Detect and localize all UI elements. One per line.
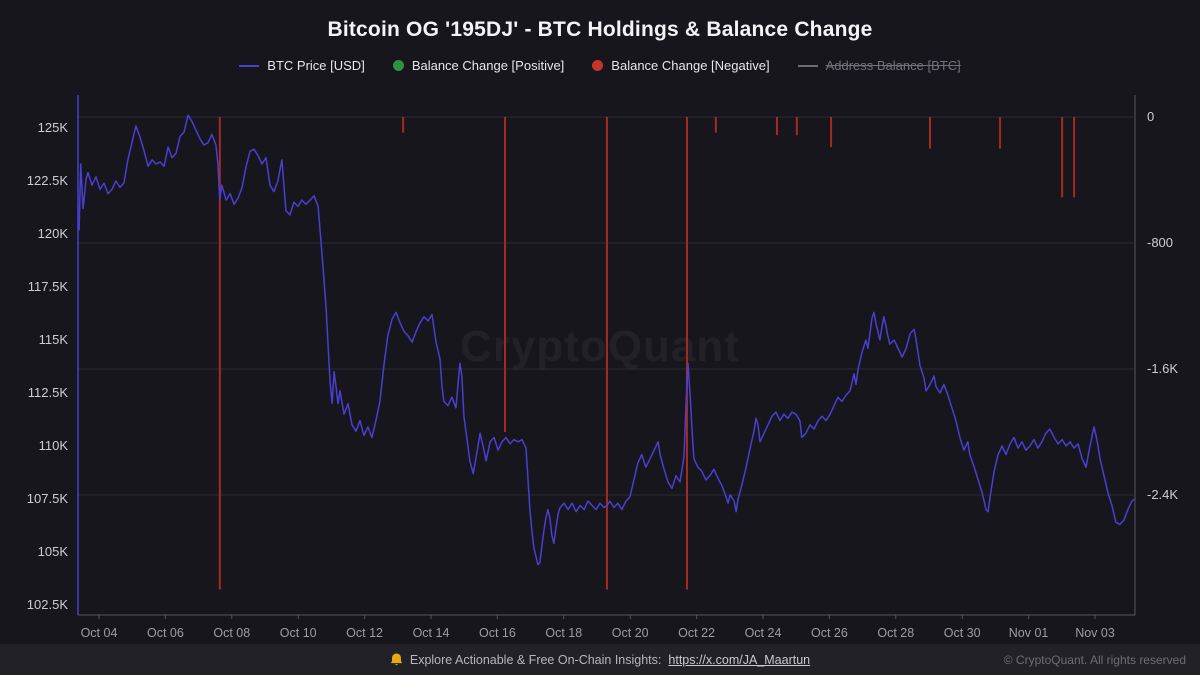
legend-label: Balance Change [Positive]	[411, 58, 565, 73]
right-axis-labels: 0 -800 -1.6K -2.4K	[1147, 109, 1178, 502]
legend: BTC Price [USD] Balance Change [Positive…	[0, 58, 1200, 73]
svg-text:112.5K: 112.5K	[28, 385, 69, 400]
svg-text:Nov 01: Nov 01	[1009, 626, 1049, 640]
left-axis-labels: 125K 122.5K 120K 117.5K 115K 112.5K 110K 107.5K…	[27, 120, 69, 612]
svg-text:Oct 18: Oct 18	[545, 626, 582, 640]
svg-text:-800: -800	[1147, 235, 1173, 250]
chart-title: Bitcoin OG '195DJ' - BTC Holdings & Bala…	[327, 18, 873, 41]
legend-item-address-balance[interactable]: Address Balance [BTC]	[797, 58, 961, 73]
svg-text:117.5K: 117.5K	[28, 279, 69, 294]
svg-text:107.5K: 107.5K	[27, 491, 69, 506]
svg-text:Oct 26: Oct 26	[811, 626, 848, 640]
svg-text:-1.6K: -1.6K	[1147, 361, 1178, 376]
copyright-text: © CryptoQuant. All rights reserved	[1003, 652, 1186, 667]
svg-text:Oct 10: Oct 10	[280, 626, 317, 640]
svg-text:Oct 04: Oct 04	[81, 626, 118, 640]
footer-text: Explore Actionable & Free On-Chain Insig…	[409, 652, 662, 667]
svg-text:Oct 16: Oct 16	[479, 626, 516, 640]
svg-text:Oct 06: Oct 06	[147, 626, 184, 640]
line-marker-icon	[797, 64, 818, 67]
svg-text:Oct 08: Oct 08	[213, 626, 250, 640]
legend-item-balance-change-positive[interactable]: Balance Change [Positive]	[392, 58, 565, 73]
axes	[77, 95, 1136, 616]
svg-text:Oct 28: Oct 28	[877, 626, 914, 640]
footer-bar: Explore Actionable & Free On-Chain Insig…	[0, 644, 1200, 675]
green-dot-icon	[392, 60, 404, 71]
legend-label: Address Balance [BTC]	[825, 58, 961, 73]
svg-text:Oct 20: Oct 20	[612, 626, 649, 640]
svg-text:110K: 110K	[39, 438, 69, 453]
svg-text:105K: 105K	[38, 544, 69, 559]
svg-text:Oct 24: Oct 24	[745, 626, 782, 640]
bell-icon	[390, 653, 403, 665]
legend-item-balance-change-negative[interactable]: Balance Change [Negative]	[592, 58, 770, 73]
svg-text:Oct 22: Oct 22	[678, 626, 715, 640]
svg-text:Oct 30: Oct 30	[944, 626, 981, 640]
svg-text:115K: 115K	[39, 332, 69, 347]
legend-item-btc-price[interactable]: BTC Price [USD]	[239, 58, 365, 73]
legend-label: BTC Price [USD]	[267, 58, 365, 73]
svg-text:Nov 03: Nov 03	[1075, 626, 1115, 640]
watermark: CryptoQuant	[460, 322, 740, 371]
red-dot-icon	[592, 60, 604, 71]
svg-text:125K: 125K	[38, 120, 69, 135]
btc-price-line	[78, 114, 1136, 566]
x-axis-labels: Oct 04 Oct 06 Oct 08 Oct 10 Oct 12 Oct 14 Oct …	[81, 615, 1115, 640]
footer-link[interactable]: https://x.com/JA_Maartun	[668, 652, 811, 667]
legend-label: Balance Change [Negative]	[611, 58, 770, 73]
negative-balance-bars	[218, 117, 1076, 590]
svg-text:Oct 12: Oct 12	[346, 626, 383, 640]
svg-text:Oct 14: Oct 14	[413, 626, 450, 640]
svg-text:120K: 120K	[38, 226, 69, 241]
svg-text:122.5K: 122.5K	[27, 173, 69, 188]
line-marker-icon	[239, 64, 260, 67]
svg-text:-2.4K: -2.4K	[1147, 487, 1178, 502]
svg-text:0: 0	[1147, 109, 1154, 124]
svg-text:102.5K: 102.5K	[27, 597, 69, 612]
